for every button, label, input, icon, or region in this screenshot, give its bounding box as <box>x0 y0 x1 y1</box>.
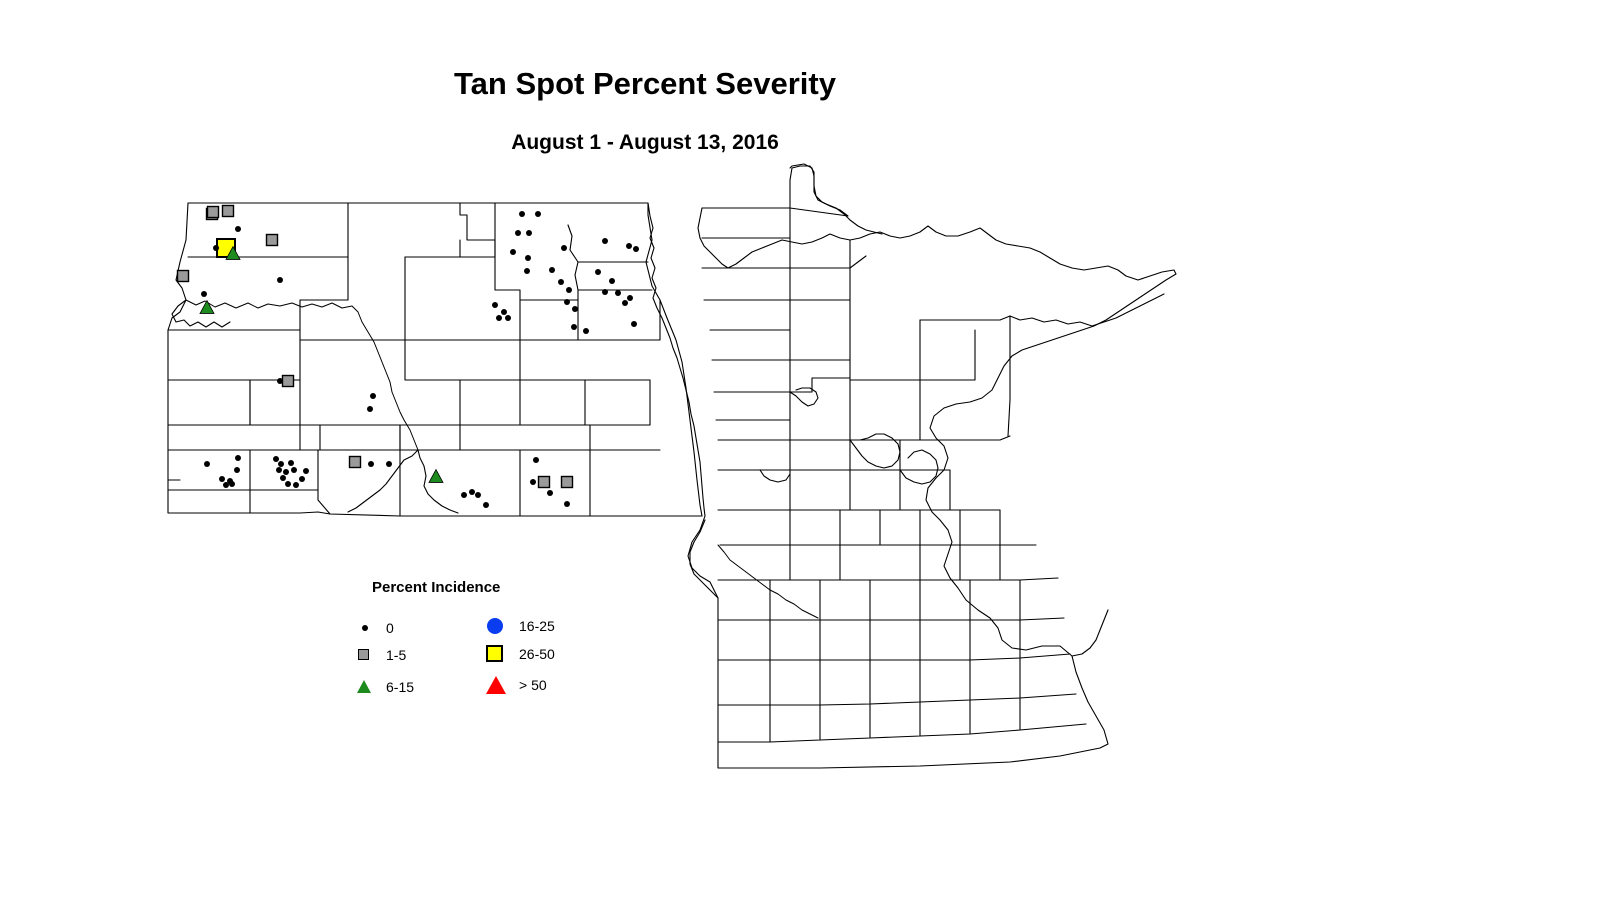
map-marker-0 <box>368 461 374 467</box>
map-marker-0 <box>524 268 530 274</box>
map-marker-0 <box>615 290 621 296</box>
map-marker-0 <box>204 461 210 467</box>
map-marker-1-5 <box>265 233 279 247</box>
legend-label-1-5: 1-5 <box>386 647 407 663</box>
map-marker-0 <box>234 467 240 473</box>
map-marker-0 <box>558 279 564 285</box>
map-marker-0 <box>626 243 632 249</box>
map-marker-0 <box>535 211 541 217</box>
county-boundaries <box>167 163 1177 769</box>
map-marker-1-5 <box>281 374 295 388</box>
map-marker-0 <box>229 481 235 487</box>
map-marker-0 <box>483 502 489 508</box>
legend-yellow-square-icon <box>486 644 508 664</box>
page-subtitle: August 1 - August 13, 2016 <box>511 131 779 154</box>
map-marker-0 <box>572 306 578 312</box>
legend-label-over-50: > 50 <box>519 677 547 693</box>
map-marker-0 <box>223 482 229 488</box>
map-marker-0 <box>273 456 279 462</box>
map-marker-0 <box>492 302 498 308</box>
map-marker-0 <box>583 328 589 334</box>
map-marker-1-5 <box>206 205 220 219</box>
map-marker-0 <box>564 299 570 305</box>
map-marker-0 <box>510 249 516 255</box>
legend-gray-square-icon <box>356 645 378 665</box>
map-marker-0 <box>219 476 225 482</box>
legend-red-triangle-icon <box>486 675 508 695</box>
map-marker-0 <box>303 468 309 474</box>
map-marker-6-15 <box>428 468 444 483</box>
map-marker-0 <box>213 245 219 251</box>
map-marker-0 <box>602 238 608 244</box>
map-marker-0 <box>386 461 392 467</box>
map-marker-0 <box>609 278 615 284</box>
map-marker-0 <box>564 501 570 507</box>
map-marker-0 <box>525 255 531 261</box>
map-marker-0 <box>622 300 628 306</box>
map-marker-0 <box>566 287 572 293</box>
map-marker-0 <box>561 245 567 251</box>
map-marker-6-15 <box>199 299 215 314</box>
legend-dot-icon <box>356 618 378 638</box>
map-legend: Percent Incidence 0 1-5 6-15 16-25 26-50… <box>348 575 608 710</box>
map-marker-0 <box>299 476 305 482</box>
map-marker-0 <box>547 490 553 496</box>
map-marker-0 <box>533 457 539 463</box>
map-marker-0 <box>475 492 481 498</box>
map-marker-0 <box>515 230 521 236</box>
map-marker-0 <box>277 277 283 283</box>
map-marker-0 <box>602 289 608 295</box>
map-marker-0 <box>496 315 502 321</box>
page-title: Tan Spot Percent Severity <box>454 66 836 101</box>
map-marker-0 <box>235 226 241 232</box>
map-marker-0 <box>526 230 532 236</box>
legend-label-6-15: 6-15 <box>386 679 415 695</box>
map-marker-0 <box>235 455 241 461</box>
map-marker-0 <box>595 269 601 275</box>
map-marker-1-5 <box>348 455 362 469</box>
map-marker-0 <box>571 324 577 330</box>
map-marker-0 <box>277 378 283 384</box>
map-marker-0 <box>280 475 286 481</box>
map-marker-6-15 <box>225 245 241 260</box>
map-marker-0 <box>519 211 525 217</box>
map-marker-0 <box>505 315 511 321</box>
map-marker-0 <box>370 393 376 399</box>
map-marker-0 <box>278 461 284 467</box>
map-marker-0 <box>293 482 299 488</box>
legend-green-triangle-icon <box>356 677 378 697</box>
legend-label-0: 0 <box>386 620 394 636</box>
map-marker-0 <box>633 246 639 252</box>
map-marker-0 <box>501 309 507 315</box>
map-marker-0 <box>291 467 297 473</box>
map-marker-0 <box>367 406 373 412</box>
map-marker-1-5 <box>537 475 551 489</box>
map-marker-0 <box>549 267 555 273</box>
legend-label-16-25: 16-25 <box>519 618 555 634</box>
legend-blue-circle-icon <box>486 616 508 636</box>
map-marker-0 <box>469 489 475 495</box>
map-marker-1-5 <box>221 204 235 218</box>
map-marker-0 <box>530 479 536 485</box>
map-marker-0 <box>631 321 637 327</box>
map-marker-1-5 <box>560 475 574 489</box>
map-marker-0 <box>461 492 467 498</box>
map-marker-0 <box>201 291 207 297</box>
data-markers <box>176 204 639 508</box>
map-marker-0 <box>627 295 633 301</box>
map-marker-0 <box>276 467 282 473</box>
map-marker-1-5 <box>176 269 190 283</box>
legend-label-26-50: 26-50 <box>519 646 555 662</box>
map-marker-0 <box>285 481 291 487</box>
map-marker-0 <box>288 460 294 466</box>
legend-title: Percent Incidence <box>372 579 501 596</box>
map-marker-0 <box>283 469 289 475</box>
